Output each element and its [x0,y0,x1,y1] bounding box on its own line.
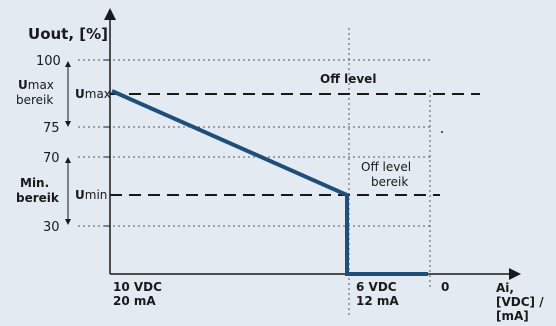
y-tick-label-75: 75 [43,121,60,136]
x-label-20ma: 20 mA [113,294,156,308]
y-tick-label-70: 70 [43,151,60,166]
x-axis-label-line1: Ai, [496,281,514,295]
umax-bereik-label: Umax [18,78,54,92]
output-curve [111,89,428,276]
x-label-12ma: 12 mA [356,294,399,308]
x-label-zero: 0 [441,280,449,294]
min-bereik-second: bereik [16,191,60,205]
x-axis-label-line2: [VDC] / [496,295,544,309]
min-bereik-label: Min. [20,176,49,190]
small-marker [441,131,443,133]
off-level-bereik-label: Off level [361,160,411,174]
off-level-bereik-second: bereik [371,175,408,189]
x-axis-label-line3: [mA] [496,309,529,323]
off-level-label: Off level [320,72,376,86]
x-label-6vdc: 6 VDC [356,280,397,294]
x-label-10vdc: 10 VDC [113,280,162,294]
y-axis-label: Uout, [%] [28,25,108,43]
umax-bereik-second: bereik [16,93,53,107]
umax-label: Umax [75,87,111,101]
y-tick-label-30: 30 [43,220,60,235]
umin-label: Umin [75,188,107,202]
y-tick-label-100: 100 [36,54,61,69]
